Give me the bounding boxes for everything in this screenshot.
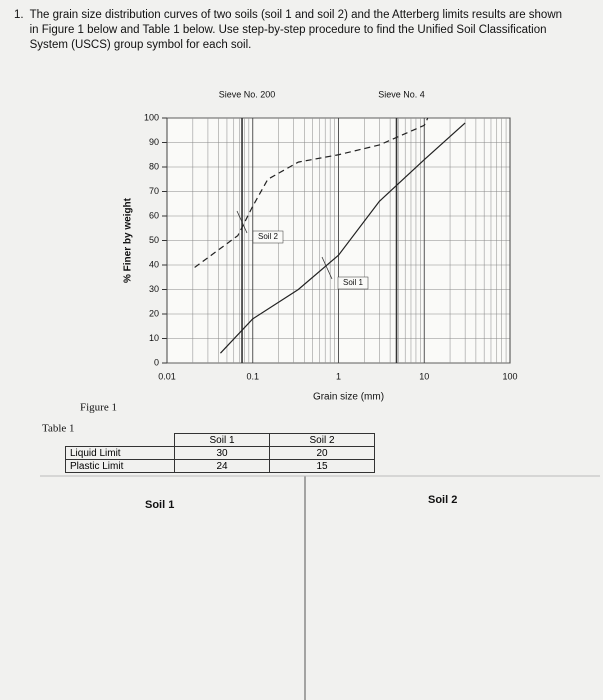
row-label: Plastic Limit <box>65 459 175 473</box>
cell: 30 <box>174 446 270 460</box>
question: 1. The grain size distribution curves of… <box>14 8 574 53</box>
row-label: Liquid Limit <box>65 446 175 460</box>
cell: 15 <box>269 459 375 473</box>
cell: 20 <box>269 446 375 460</box>
label-leader <box>236 210 248 234</box>
answer-label: Soil 1 <box>145 499 174 511</box>
sieve-label: Sieve No. 4 <box>378 89 425 99</box>
x-tick-label: 100 <box>502 371 517 381</box>
sieve-label: Sieve No. 200 <box>219 89 276 99</box>
x-axis-label: Grain size (mm) <box>313 392 384 403</box>
y-tick-label: 40 <box>149 259 159 269</box>
y-tick-label: 90 <box>149 137 159 147</box>
header: Soil 1 <box>174 433 270 447</box>
y-tick-label: 70 <box>149 186 159 196</box>
y-tick-label: 30 <box>149 284 159 294</box>
y-tick-label: 60 <box>149 210 159 220</box>
answer-label: Soil 2 <box>428 494 457 506</box>
x-tick-label: 1 <box>336 371 341 381</box>
series-label: Soil 1 <box>343 278 364 287</box>
data-line <box>194 117 429 268</box>
series-label-box <box>252 230 284 244</box>
x-tick-label: 10 <box>419 371 429 381</box>
x-tick-label: 0.1 <box>246 371 259 381</box>
cell: 24 <box>174 459 270 473</box>
y-axis-label: % Finer by weight <box>123 197 134 283</box>
label-leader <box>321 256 333 280</box>
x-tick-label: 0.01 <box>158 371 176 381</box>
y-tick-label: 100 <box>144 112 159 122</box>
y-tick-label: 0 <box>154 357 159 367</box>
question-text: The grain size distribution curves of tw… <box>29 9 563 51</box>
figure-caption: Figure 1 <box>80 402 117 414</box>
table: Soil 1 Soil 2 Liquid Limit 30 20 Plastic… <box>65 433 375 473</box>
y-tick-label: 10 <box>149 333 159 343</box>
header: Soil 2 <box>269 433 375 447</box>
table-title: Table 1 <box>42 423 75 435</box>
question-number: 1. <box>14 9 24 21</box>
data-line <box>220 122 466 354</box>
series-label: Soil 2 <box>258 232 279 241</box>
series-label-box <box>337 276 369 290</box>
y-tick-label: 20 <box>149 308 159 318</box>
y-tick-label: 80 <box>149 161 159 171</box>
y-tick-label: 50 <box>149 235 159 245</box>
blank <box>66 434 175 447</box>
